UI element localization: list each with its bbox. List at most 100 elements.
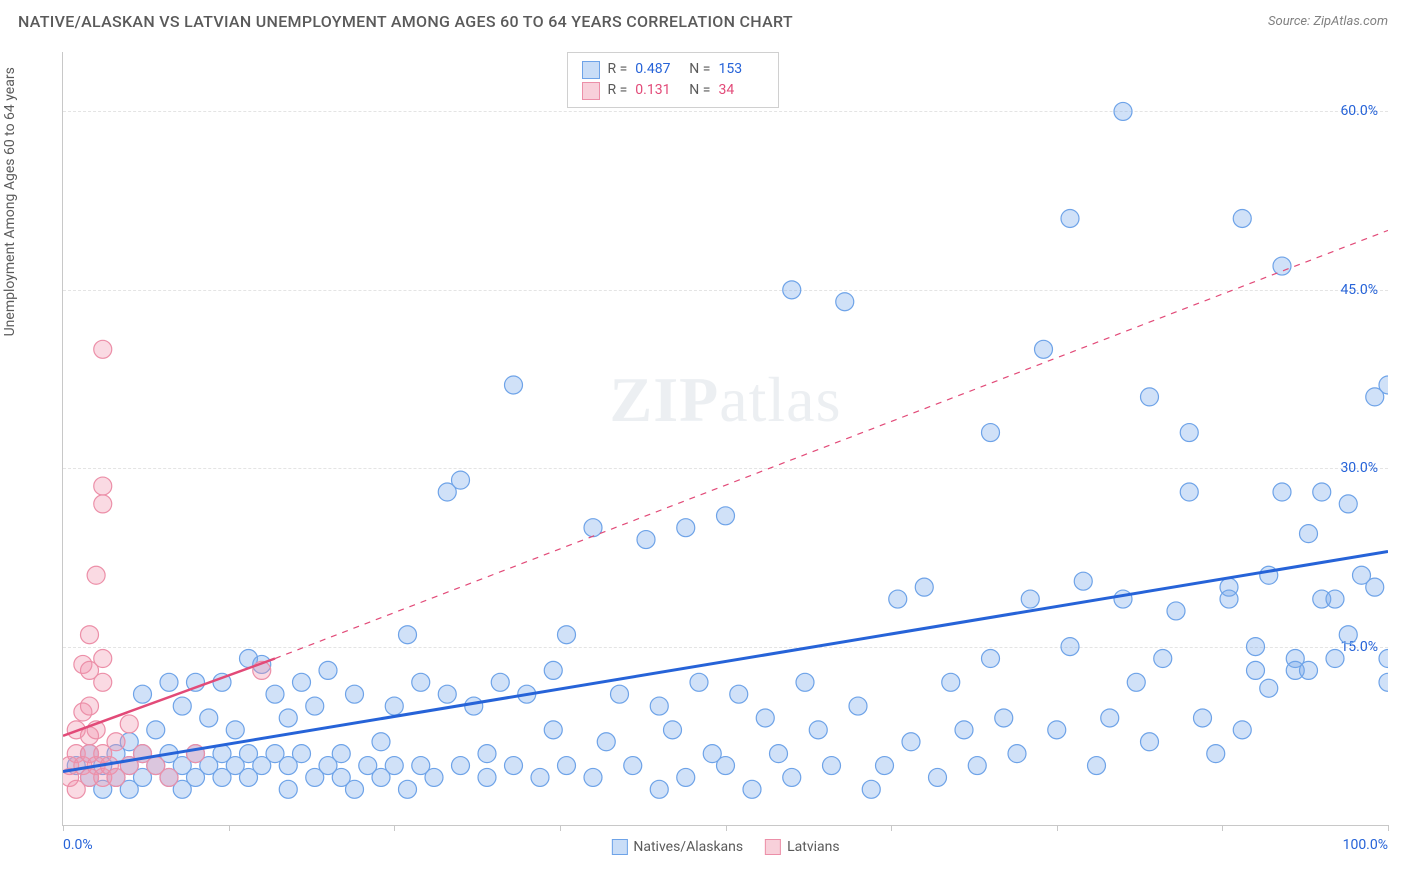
data-point [266,685,284,703]
data-point [1127,673,1145,691]
data-point [160,673,178,691]
data-point [81,626,99,644]
data-point [968,757,986,775]
data-point [558,757,576,775]
data-point [1180,483,1198,501]
data-point [332,745,350,763]
data-point [87,721,105,739]
x-axis-max-label: 100.0% [1343,837,1388,853]
data-point [637,531,655,549]
data-point [756,709,774,727]
x-tick [1057,825,1058,831]
legend-item-latvians: Latvians [765,839,840,855]
data-point [478,768,496,786]
data-point [1154,650,1172,668]
data-point [889,590,907,608]
data-point [1194,709,1212,727]
data-point [1300,525,1318,543]
data-point [253,661,271,679]
data-point [862,780,880,798]
scatter-points-layer [63,52,1388,825]
data-point [982,424,1000,442]
data-point [1074,572,1092,590]
data-point [1379,650,1388,668]
x-tick [1222,825,1223,831]
data-point [849,697,867,715]
data-point [995,709,1013,727]
data-point [1101,709,1119,727]
stats-legend-box: R = 0.487 N = 153 R = 0.131 N = 34 [567,52,780,108]
data-point [584,519,602,537]
data-point [1260,679,1278,697]
data-point [558,626,576,644]
data-point [544,721,562,739]
x-tick [394,825,395,831]
x-tick [891,825,892,831]
data-point [717,757,735,775]
data-point [120,715,138,733]
y-axis-label: Unemployment Among Ages 60 to 64 years [2,67,18,336]
x-tick [1388,825,1389,831]
data-point [1233,721,1251,739]
data-point [505,757,523,775]
data-point [372,733,390,751]
data-point [1260,566,1278,584]
source-label: Source: ZipAtlas.com [1268,14,1388,29]
data-point [1207,745,1225,763]
stats-row-pink: R = 0.131 N = 34 [582,80,765,101]
data-point [1114,590,1132,608]
data-point [94,340,112,358]
data-point [94,673,112,691]
data-point [187,745,205,763]
data-point [770,745,788,763]
data-point [452,471,470,489]
data-point [1220,590,1238,608]
data-point [743,780,761,798]
data-point [982,650,1000,668]
data-point [452,757,470,775]
data-point [1339,495,1357,513]
data-point [624,757,642,775]
data-point [306,697,324,715]
data-point [1339,626,1357,644]
data-point [783,281,801,299]
data-point [929,768,947,786]
plot-area: ZIPatlas R = 0.487 N = 153 R = 0.131 N =… [62,52,1388,826]
swatch-icon [765,839,781,855]
x-tick [726,825,727,831]
data-point [915,578,933,596]
data-point [677,768,695,786]
data-point [147,721,165,739]
data-point [650,697,668,715]
bottom-legend: Natives/Alaskans Latvians [611,839,839,855]
data-point [1273,483,1291,501]
data-point [425,768,443,786]
data-point [1273,257,1291,275]
data-point [1300,661,1318,679]
data-point [187,673,205,691]
x-tick [560,825,561,831]
data-point [717,507,735,525]
data-point [134,685,152,703]
data-point [87,566,105,584]
data-point [677,519,695,537]
data-point [1048,721,1066,739]
data-point [836,293,854,311]
data-point [690,673,708,691]
data-point [1141,388,1159,406]
data-point [346,780,364,798]
data-point [1247,661,1265,679]
data-point [942,673,960,691]
legend-item-natives: Natives/Alaskans [611,839,743,855]
data-point [1008,745,1026,763]
data-point [1088,757,1106,775]
data-point [346,685,364,703]
data-point [226,721,244,739]
data-point [902,733,920,751]
data-point [81,697,99,715]
data-point [1326,590,1344,608]
data-point [518,685,536,703]
data-point [385,697,403,715]
data-point [200,709,218,727]
data-point [160,768,178,786]
